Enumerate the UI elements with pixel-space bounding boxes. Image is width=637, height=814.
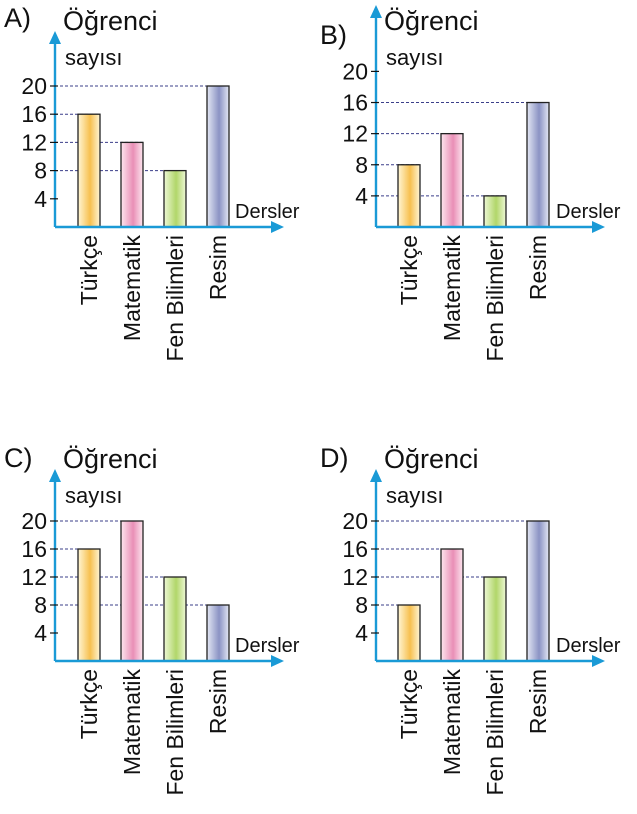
y-tick-label: 20 [21, 508, 47, 534]
x-axis-arrow [592, 655, 605, 667]
y-tick-label: 20 [342, 508, 368, 534]
option-letter: A) [4, 3, 31, 33]
y-axis-title: Öğrenci [384, 444, 479, 474]
y-tick-label: 16 [342, 90, 368, 116]
y-tick-label: 4 [34, 620, 47, 646]
y-tick-label: 8 [34, 158, 47, 184]
x-axis-title: Dersler [556, 201, 621, 223]
y-axis-subtitle: sayısı [386, 483, 443, 508]
category-label: Türkçe [76, 669, 102, 739]
bar-fen-bilimleri [483, 576, 507, 662]
option-letter: B) [320, 20, 347, 50]
y-axis-arrow [49, 31, 61, 44]
bar-resim [526, 101, 550, 228]
y-axis-title: Öğrenci [384, 6, 479, 36]
bar-resim [526, 520, 550, 662]
category-label: Matematik [119, 235, 145, 342]
y-tick-label: 4 [355, 620, 368, 646]
bar-matematik [120, 520, 144, 662]
bar-fen-bilimleri [483, 195, 507, 228]
x-axis-title: Dersler [556, 635, 621, 657]
x-axis-arrow [592, 221, 605, 233]
y-tick-label: 12 [21, 129, 47, 155]
chart-b: B) Öğrenci sayısı Dersler 4 8 12 16 20 Türkçe Mate… [320, 5, 621, 362]
y-axis-arrow [49, 469, 61, 482]
x-axis-arrow [271, 221, 284, 233]
bar-matematik [120, 141, 144, 228]
y-axis-subtitle: sayısı [386, 45, 443, 70]
category-label: Fen Bilimleri [482, 669, 508, 796]
category-label: Resim [525, 235, 551, 300]
y-tick-label: 20 [342, 58, 368, 84]
category-label: Türkçe [76, 235, 102, 305]
y-tick-label: 16 [21, 101, 47, 127]
bar-türkçe [77, 548, 101, 662]
bar-türkçe [77, 113, 101, 228]
x-axis-title: Dersler [235, 201, 300, 223]
y-tick-label: 12 [342, 564, 368, 590]
category-label: Matematik [439, 235, 465, 342]
bar-türkçe [397, 604, 421, 662]
bar-resim [206, 604, 230, 662]
y-axis-title: Öğrenci [63, 444, 158, 474]
category-label: Resim [205, 669, 231, 734]
y-tick-label: 12 [21, 564, 47, 590]
bar-türkçe [397, 164, 421, 228]
y-tick-label: 4 [34, 186, 47, 212]
y-tick-label: 20 [21, 73, 47, 99]
y-axis-subtitle: sayısı [65, 483, 122, 508]
category-label: Türkçe [396, 235, 422, 305]
y-tick-label: 8 [355, 592, 368, 618]
y-tick-label: 4 [355, 183, 368, 209]
y-axis-title: Öğrenci [63, 6, 158, 36]
x-axis-arrow [271, 655, 284, 667]
category-label: Fen Bilimleri [162, 669, 188, 796]
category-label: Türkçe [396, 669, 422, 739]
y-tick-label: 16 [342, 536, 368, 562]
bar-fen-bilimleri [163, 576, 187, 662]
y-tick-label: 8 [355, 152, 368, 178]
category-label: Matematik [439, 669, 465, 776]
option-letter: D) [320, 443, 349, 473]
bar-matematik [440, 548, 464, 662]
y-axis-subtitle: sayısı [65, 45, 122, 70]
y-tick-label: 16 [21, 536, 47, 562]
category-label: Fen Bilimleri [162, 235, 188, 362]
category-label: Resim [205, 235, 231, 300]
category-label: Fen Bilimleri [482, 235, 508, 362]
y-axis-arrow [370, 5, 382, 18]
bar-matematik [440, 132, 464, 228]
x-axis-title: Dersler [235, 635, 300, 657]
y-tick-label: 8 [34, 592, 47, 618]
category-label: Matematik [119, 669, 145, 776]
option-letter: C) [4, 443, 33, 473]
y-tick-label: 12 [342, 121, 368, 147]
bar-fen-bilimleri [163, 169, 187, 228]
bar-resim [206, 85, 230, 228]
category-label: Resim [525, 669, 551, 734]
y-axis-arrow [370, 469, 382, 482]
